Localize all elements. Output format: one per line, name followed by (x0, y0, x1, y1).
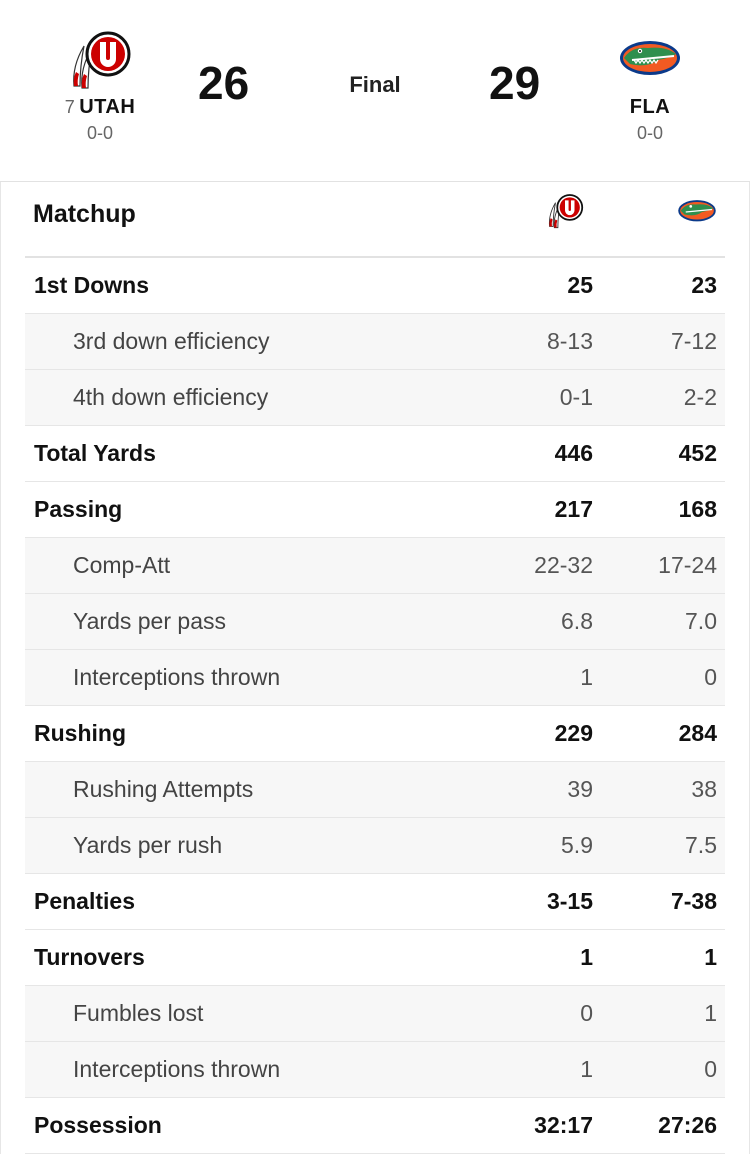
away-stat-value: 0-1 (559, 384, 593, 410)
stat-row: Passing 217 168 (25, 482, 725, 538)
stat-row: Yards per rush 5.9 7.5 (25, 818, 725, 874)
home-team[interactable]: FLA 0-0 (590, 28, 710, 144)
away-stat-value: 39 (567, 776, 593, 802)
stat-row: 3rd down efficiency 8-13 7-12 (25, 314, 725, 370)
away-stat-value: 217 (554, 496, 593, 522)
home-score: 29 (489, 57, 541, 109)
home-abbr: FLA (629, 96, 671, 118)
stat-row: Penalties 3-15 7-38 (25, 874, 725, 930)
utah-small-logo-icon (543, 192, 587, 235)
game-status: Final (349, 72, 401, 97)
away-team[interactable]: 7 UTAH 0-0 (40, 28, 160, 144)
away-stat-value: 446 (554, 440, 593, 466)
matchup-section: Matchup 1st Downs 25 23 3rd dow (0, 182, 750, 1154)
stat-label: Interceptions thrown (73, 1056, 281, 1082)
home-stat-value: 1 (704, 944, 717, 970)
florida-small-logo-icon (677, 192, 717, 231)
away-team-name: 7 UTAH (40, 96, 160, 119)
away-record: 0-0 (86, 123, 113, 143)
stat-row: 4th down efficiency 0-1 2-2 (25, 370, 725, 426)
away-abbr: UTAH (79, 96, 136, 118)
scoreboard-header: 7 UTAH 0-0 26 Final 29 FLA 0-0 (0, 0, 750, 182)
stat-label: Penalties (34, 888, 135, 914)
home-stat-value: 7.0 (685, 608, 717, 634)
away-stat-value: 1 (580, 664, 593, 690)
away-score: 26 (198, 57, 250, 109)
home-stat-value: 17-24 (658, 552, 717, 578)
home-stat-value: 0 (704, 664, 717, 690)
away-stat-value: 1 (580, 944, 593, 970)
stat-row: Rushing Attempts 39 38 (25, 762, 725, 818)
stat-row: Interceptions thrown 1 0 (25, 1042, 725, 1098)
home-stat-value: 0 (704, 1056, 717, 1082)
away-stat-value: 6.8 (561, 608, 593, 634)
away-stat-value: 32:17 (534, 1112, 593, 1138)
away-stat-value: 229 (554, 720, 593, 746)
stat-label: Interceptions thrown (73, 664, 281, 690)
stat-row: Yards per pass 6.8 7.0 (25, 594, 725, 650)
home-record: 0-0 (636, 123, 663, 143)
stat-label: 1st Downs (34, 272, 150, 298)
home-stat-value: 7-12 (670, 328, 717, 354)
home-stat-value: 452 (678, 440, 717, 466)
florida-gator-logo-icon (590, 28, 710, 92)
stat-row: 1st Downs 25 23 (25, 258, 725, 314)
matchup-header: Matchup (25, 182, 725, 258)
stat-label: Comp-Att (73, 552, 171, 578)
stat-row: Interceptions thrown 1 0 (25, 650, 725, 706)
away-stat-value: 1 (580, 1056, 593, 1082)
stat-row: Possession 32:17 27:26 (25, 1098, 725, 1154)
stat-label: 4th down efficiency (73, 384, 269, 410)
stat-row: Fumbles lost 0 1 (25, 986, 725, 1042)
stat-label: Passing (34, 496, 123, 522)
stat-row: Turnovers 1 1 (25, 930, 725, 986)
home-stat-value: 27:26 (658, 1112, 717, 1138)
stat-label: Yards per rush (73, 832, 223, 858)
stat-label: 3rd down efficiency (73, 328, 270, 354)
utah-logo-icon (40, 28, 160, 92)
stat-label: Yards per pass (73, 608, 226, 634)
stat-label: Turnovers (34, 944, 145, 970)
stat-label: Rushing Attempts (73, 776, 254, 802)
away-stat-value: 0 (580, 1000, 593, 1026)
home-stat-value: 7-38 (670, 888, 717, 914)
home-stat-value: 38 (691, 776, 717, 802)
stat-label: Fumbles lost (73, 1000, 204, 1026)
away-stat-value: 22-32 (534, 552, 593, 578)
home-stat-value: 1 (704, 1000, 717, 1026)
home-stat-value: 284 (678, 720, 717, 746)
home-stat-value: 7.5 (685, 832, 717, 858)
home-stat-value: 168 (678, 496, 717, 522)
away-stat-value: 25 (567, 272, 593, 298)
matchup-title: Matchup (33, 200, 136, 228)
home-stat-value: 2-2 (683, 384, 717, 410)
away-rank: 7 (64, 97, 76, 117)
stat-table: 1st Downs 25 23 3rd down efficiency 8-13 7-1… (25, 258, 725, 1154)
stat-label: Possession (34, 1112, 162, 1138)
header-divider (0, 181, 750, 182)
away-stat-value: 3-15 (546, 888, 593, 914)
stat-row: Total Yards 446 452 (25, 426, 725, 482)
stat-label: Total Yards (34, 440, 156, 466)
stat-row: Comp-Att 22-32 17-24 (25, 538, 725, 594)
stat-row: Rushing 229 284 (25, 706, 725, 762)
away-stat-value: 5.9 (561, 832, 593, 858)
away-stat-value: 8-13 (546, 328, 593, 354)
stat-label: Rushing (34, 720, 126, 746)
home-stat-value: 23 (691, 272, 717, 298)
